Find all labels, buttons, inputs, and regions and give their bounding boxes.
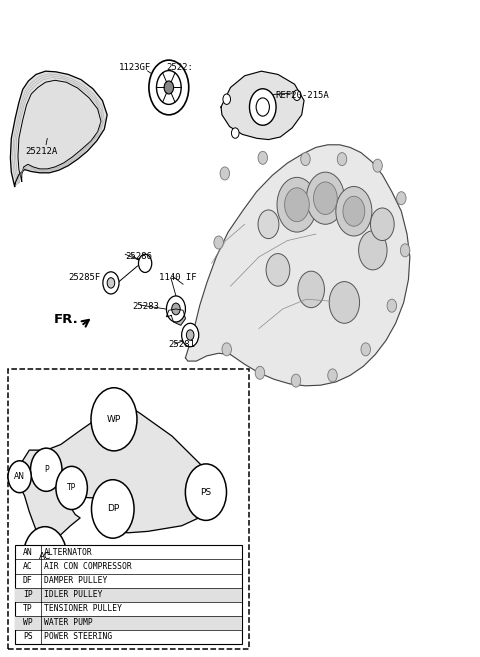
Circle shape xyxy=(359,231,387,270)
Circle shape xyxy=(103,272,119,294)
Circle shape xyxy=(336,187,372,236)
Circle shape xyxy=(306,172,344,224)
Polygon shape xyxy=(11,71,107,187)
Polygon shape xyxy=(20,397,225,584)
Circle shape xyxy=(301,152,310,166)
Circle shape xyxy=(337,152,347,166)
Circle shape xyxy=(138,254,152,273)
FancyBboxPatch shape xyxy=(8,369,250,649)
Circle shape xyxy=(255,367,264,379)
Text: PS: PS xyxy=(23,633,33,641)
Circle shape xyxy=(361,343,371,356)
Circle shape xyxy=(396,192,406,205)
Circle shape xyxy=(291,374,301,387)
Text: AIR CON COMPRESSOR: AIR CON COMPRESSOR xyxy=(44,562,132,571)
Text: 25281: 25281 xyxy=(168,340,195,349)
Circle shape xyxy=(156,70,181,104)
Circle shape xyxy=(329,282,360,323)
Polygon shape xyxy=(221,71,304,139)
Circle shape xyxy=(186,330,194,340)
Circle shape xyxy=(250,89,276,125)
Bar xyxy=(15,545,242,644)
Circle shape xyxy=(223,94,230,104)
Circle shape xyxy=(256,98,269,116)
Polygon shape xyxy=(185,145,410,386)
Circle shape xyxy=(107,278,115,288)
Circle shape xyxy=(149,60,189,115)
Text: 25283: 25283 xyxy=(132,302,159,311)
Circle shape xyxy=(220,167,229,180)
Circle shape xyxy=(258,151,267,164)
Circle shape xyxy=(231,128,239,138)
Text: TENSIONER PULLEY: TENSIONER PULLEY xyxy=(44,604,122,613)
Text: TP: TP xyxy=(67,484,76,493)
Text: 2522:: 2522: xyxy=(167,64,193,72)
Text: DP: DP xyxy=(107,505,119,514)
Text: 25286: 25286 xyxy=(125,252,152,261)
Circle shape xyxy=(31,448,62,491)
Circle shape xyxy=(164,81,174,94)
Text: ALTERNATOR: ALTERNATOR xyxy=(44,548,93,557)
Circle shape xyxy=(23,527,67,587)
Text: WATER PUMP: WATER PUMP xyxy=(44,618,93,627)
Text: FR.: FR. xyxy=(54,313,79,327)
Text: AC: AC xyxy=(39,552,51,561)
Circle shape xyxy=(293,90,301,101)
Circle shape xyxy=(167,296,185,322)
Circle shape xyxy=(373,159,383,172)
Text: REF20-215A: REF20-215A xyxy=(276,91,329,100)
Text: IP: IP xyxy=(23,590,33,599)
Circle shape xyxy=(214,236,223,249)
Polygon shape xyxy=(167,309,185,325)
Circle shape xyxy=(8,461,31,493)
Circle shape xyxy=(56,466,87,510)
Text: IDLER PULLEY: IDLER PULLEY xyxy=(44,590,102,599)
Text: POWER STEERING: POWER STEERING xyxy=(44,633,112,641)
Text: AN: AN xyxy=(23,548,33,557)
Circle shape xyxy=(277,177,317,232)
Circle shape xyxy=(285,188,309,221)
Circle shape xyxy=(328,369,337,382)
Circle shape xyxy=(387,299,396,312)
Text: 25212A: 25212A xyxy=(25,147,58,156)
Text: AN: AN xyxy=(14,472,25,481)
Circle shape xyxy=(400,244,410,257)
Circle shape xyxy=(258,210,279,238)
Circle shape xyxy=(371,208,394,240)
Bar xyxy=(15,587,242,602)
Text: WP: WP xyxy=(23,618,33,627)
Text: AC: AC xyxy=(23,562,33,571)
Text: 1123GF: 1123GF xyxy=(119,64,151,72)
Text: 1140 IF: 1140 IF xyxy=(159,273,197,283)
Circle shape xyxy=(91,388,137,451)
Text: PS: PS xyxy=(200,487,212,497)
Circle shape xyxy=(266,254,290,286)
Circle shape xyxy=(313,182,337,214)
Circle shape xyxy=(181,323,199,347)
Text: P: P xyxy=(44,465,48,474)
Text: DAMPER PULLEY: DAMPER PULLEY xyxy=(44,576,107,585)
Text: 25285F: 25285F xyxy=(68,273,100,283)
Circle shape xyxy=(222,343,231,356)
Circle shape xyxy=(185,464,227,520)
Circle shape xyxy=(92,480,134,538)
Text: DF: DF xyxy=(23,576,33,585)
Bar xyxy=(15,616,242,630)
Circle shape xyxy=(172,303,180,315)
Text: WP: WP xyxy=(107,415,121,424)
Circle shape xyxy=(298,271,324,307)
Text: TP: TP xyxy=(23,604,33,613)
Circle shape xyxy=(343,196,365,226)
